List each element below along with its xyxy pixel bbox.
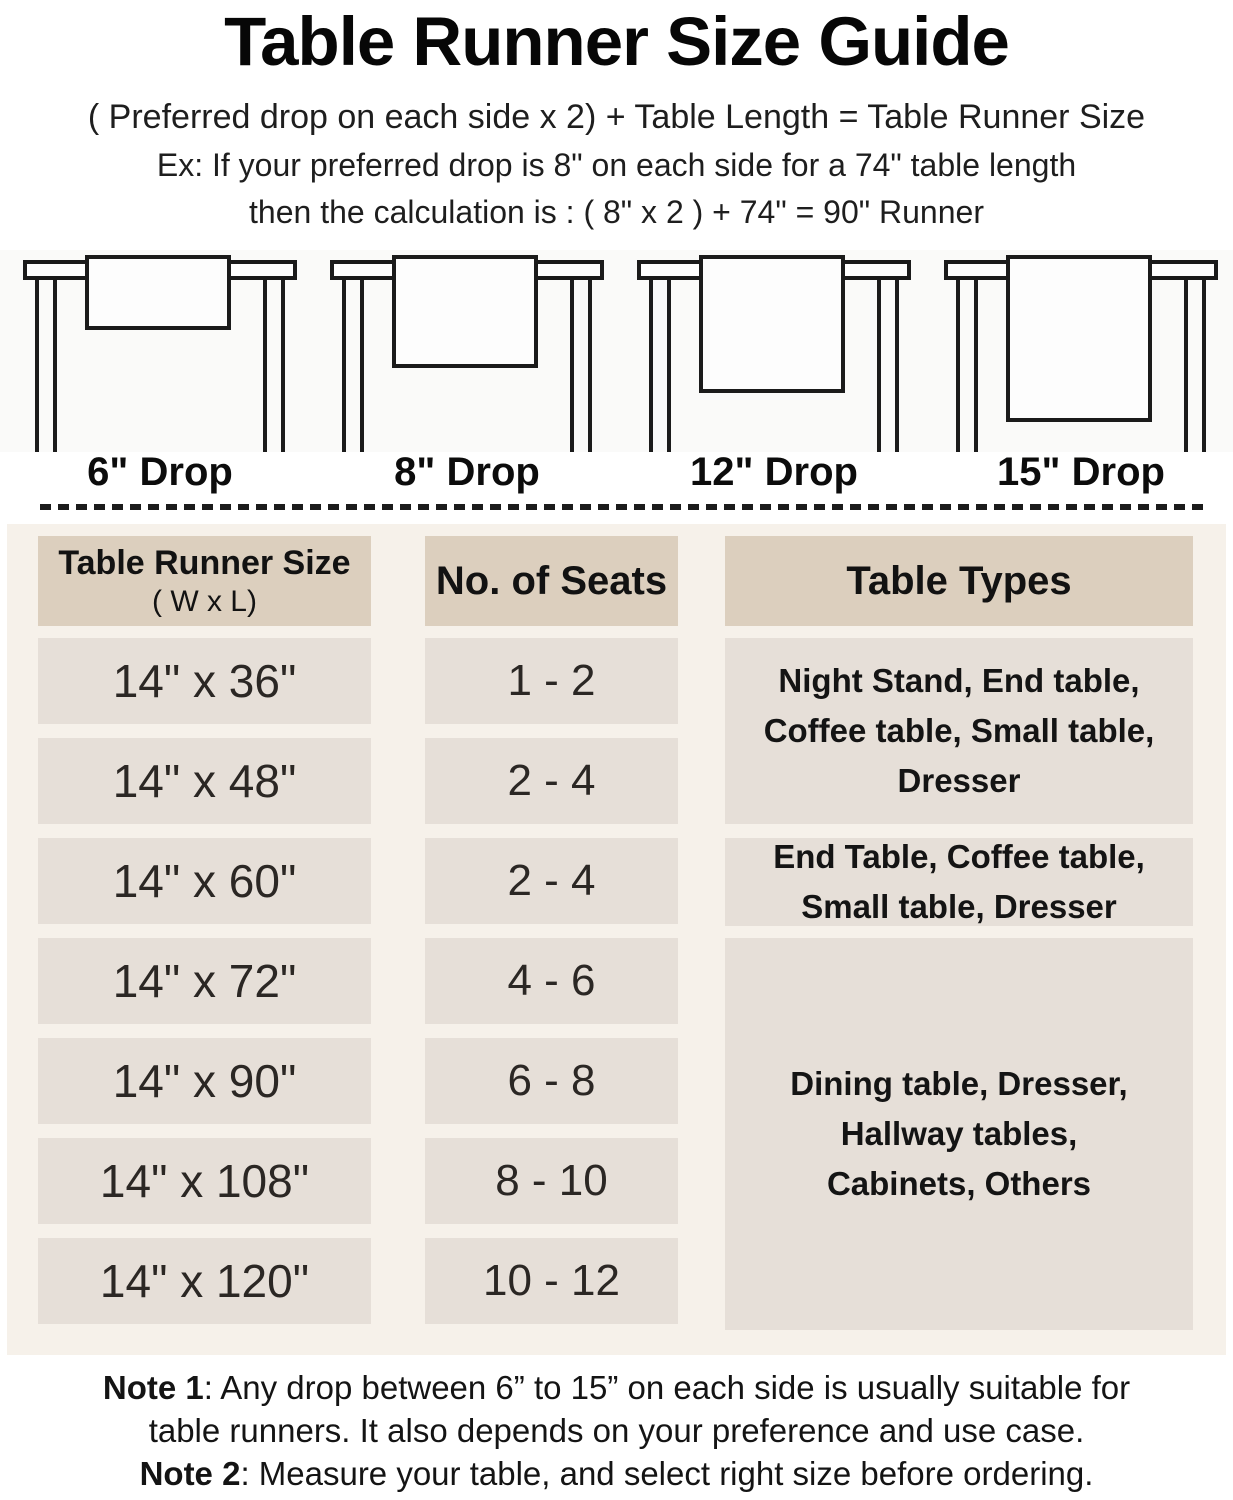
table-leg-left [342,280,364,452]
note-2-label: Note 2 [139,1455,241,1492]
header-seats: No. of Seats [425,536,678,626]
table-types-group-medium: End Table, Coffee table, Small table, Dr… [725,838,1193,926]
note-1-line-2: table runners. It also depends on your p… [148,1412,1085,1449]
note-1-label: Note 1 [102,1369,204,1406]
runner-size-value: 14" x 72" [38,938,371,1024]
seats-value: 2 - 4 [425,738,678,824]
note-1-line-1: : Any drop between 6” to 15” on each sid… [203,1369,1131,1406]
example-line-2: then the calculation is : ( 8" x 2 ) + 7… [249,194,984,230]
table-illustration-12in-drop [637,250,911,452]
runner-size-value: 14" x 36" [38,638,371,724]
header-runner-size-sub: ( W x L) [152,584,257,618]
runner-size-value: 14" x 60" [38,838,371,924]
seats-value: 4 - 6 [425,938,678,1024]
table-leg-right [263,280,285,452]
runner-drape [392,255,538,368]
example-line-1: Ex: If your preferred drop is 8" on each… [156,147,1077,183]
runner-size-value: 14" x 108" [38,1138,371,1224]
note-1: Note 1: Any drop between 6” to 15” on ea… [0,1366,1233,1452]
page-title: Table Runner Size Guide [224,3,1010,80]
table-leg-right [877,280,899,452]
drop-labels-row: 6" Drop 8" Drop 12" Drop 15" Drop [0,450,1233,502]
header-runner-size-title: Table Runner Size [58,543,351,582]
seats-value: 2 - 4 [425,838,678,924]
seats-value: 6 - 8 [425,1038,678,1124]
runner-size-value: 14" x 90" [38,1038,371,1124]
seats-value: 10 - 12 [425,1238,678,1324]
size-guide-table: Table Runner Size ( W x L) 14" x 36" 14"… [7,524,1226,1355]
table-leg-left [956,280,978,452]
drop-label-8in: 8" Drop [394,450,540,494]
drop-label-6in: 6" Drop [87,450,233,494]
table-illustration-15in-drop [944,250,1218,452]
table-leg-right [1184,280,1206,452]
table-leg-right [570,280,592,452]
column-table-types: Table Types Night Stand, End table, Coff… [725,524,1193,1355]
drop-label-12in: 12" Drop [690,450,858,494]
table-types-group-large: Dining table, Dresser, Hallway tables, C… [725,938,1193,1330]
runner-drape [1006,255,1152,422]
table-leg-left [649,280,671,452]
table-illustration-6in-drop [23,250,297,452]
formula-line: ( Preferred drop on each side x 2) + Tab… [87,98,1146,136]
note-2-text: : Measure your table, and select right s… [240,1455,1094,1492]
column-seats: No. of Seats 1 - 2 2 - 4 2 - 4 4 - 6 6 -… [425,524,678,1355]
seats-value: 8 - 10 [425,1138,678,1224]
notes-section: Note 1: Any drop between 6” to 15” on ea… [0,1366,1233,1495]
drop-illustration-strip [0,250,1233,452]
header-runner-size: Table Runner Size ( W x L) [38,536,371,626]
runner-drape [699,255,845,393]
runner-size-value: 14" x 48" [38,738,371,824]
header-table-types: Table Types [725,536,1193,626]
note-2: Note 2: Measure your table, and select r… [0,1452,1233,1495]
drop-label-15in: 15" Drop [997,450,1165,494]
table-types-group-small: Night Stand, End table, Coffee table, Sm… [725,638,1193,824]
table-leg-left [35,280,57,452]
runner-drape [85,255,231,330]
dashed-divider [40,504,1210,510]
table-illustration-8in-drop [330,250,604,452]
seats-value: 1 - 2 [425,638,678,724]
runner-size-value: 14" x 120" [38,1238,371,1324]
column-runner-size: Table Runner Size ( W x L) 14" x 36" 14"… [38,524,371,1355]
